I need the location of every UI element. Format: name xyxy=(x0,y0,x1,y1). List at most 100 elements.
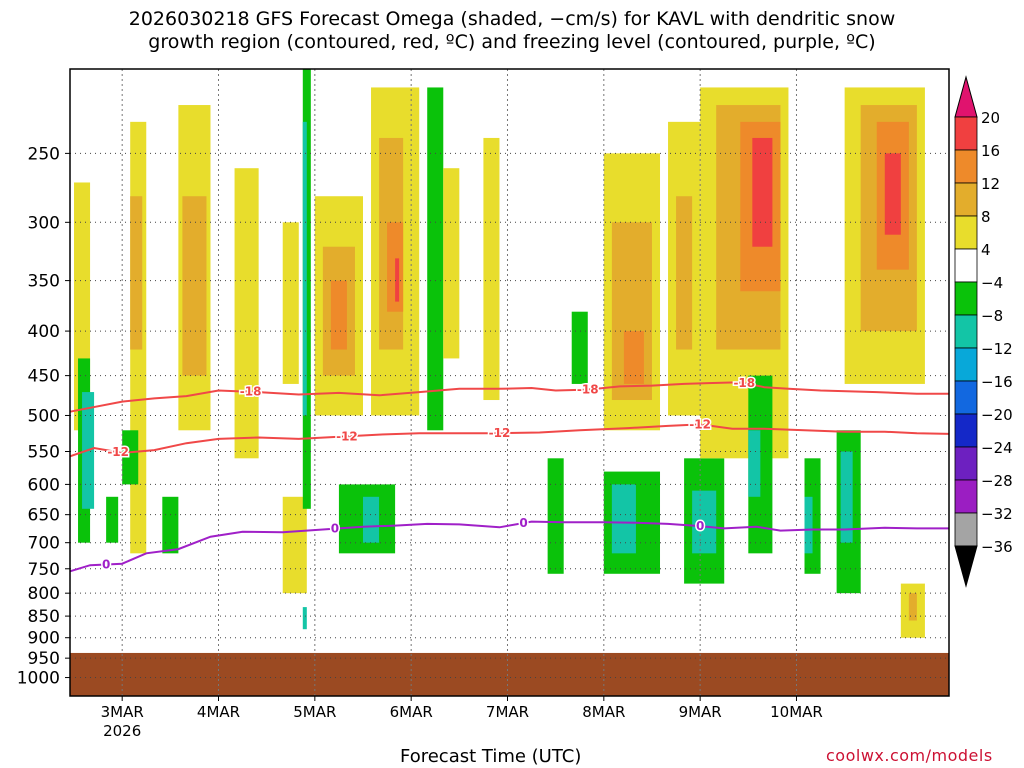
colorbar-label-11: −28 xyxy=(981,472,1013,490)
chart-title-line1: 2026030218 GFS Forecast Omega (shaded, −… xyxy=(128,8,896,30)
x-tick-label-10MAR: 10MAR xyxy=(770,703,823,721)
plot-area xyxy=(70,69,949,696)
omega-cell-10 xyxy=(234,168,259,459)
omega-cell-44 xyxy=(748,430,761,497)
colorbar-label-3: 8 xyxy=(981,208,991,226)
colorbar-top-arrow xyxy=(954,75,978,118)
omega-cell-18 xyxy=(330,280,347,350)
contour-label-0-2: 0 xyxy=(519,516,527,530)
contour-label--18-1: -18 xyxy=(577,383,599,397)
colorbar-label-6: −8 xyxy=(981,307,1003,325)
ground-fill xyxy=(70,652,949,696)
y-tick-label-600: 600 xyxy=(28,475,60,495)
colorbar-box-12 xyxy=(954,479,978,514)
y-tick-label-800: 800 xyxy=(28,584,60,604)
plot-frame xyxy=(69,68,950,697)
colorbar-box-13 xyxy=(954,512,978,547)
x-axis-title: Forecast Time (UTC) xyxy=(400,746,582,767)
omega-cell-21 xyxy=(387,222,404,312)
contour-label--12-2: -12 xyxy=(489,426,511,440)
x-tick-label-5MAR: 5MAR xyxy=(293,703,336,721)
x-tick-label-6MAR: 6MAR xyxy=(390,703,433,721)
colorbar-label-13: −36 xyxy=(981,538,1013,556)
colorbar-box-1 xyxy=(954,116,978,151)
x-tick-label-3MAR: 3MAR xyxy=(101,703,144,721)
colorbar-label-0: 20 xyxy=(981,109,1000,127)
omega-cell-27 xyxy=(483,137,500,401)
colorbar-label-1: 16 xyxy=(981,142,1000,160)
colorbar-label-7: −12 xyxy=(981,340,1013,358)
omega-cell-14 xyxy=(302,121,307,416)
y-tick-label-450: 450 xyxy=(28,367,60,387)
contour-label--12-3: -12 xyxy=(689,417,711,431)
y-tick-label-950: 950 xyxy=(28,649,60,669)
omega-cell-24 xyxy=(363,496,380,543)
y-tick-label-650: 650 xyxy=(28,506,60,526)
contour-line--18 xyxy=(69,381,949,413)
colorbar-box-7 xyxy=(954,314,978,349)
colorbar-box-8 xyxy=(954,347,978,382)
colorbar-box-9 xyxy=(954,380,978,415)
omega-cell-11 xyxy=(282,222,299,384)
colorbar-label-9: −20 xyxy=(981,406,1013,424)
y-tick-label-350: 350 xyxy=(28,272,60,292)
colorbar-label-8: −16 xyxy=(981,373,1013,391)
contour-line-0 xyxy=(69,520,949,573)
chart-title-line2: growth region (contoured, red, ºC) and f… xyxy=(148,31,876,53)
colorbar-box-10 xyxy=(954,413,978,448)
omega-cell-7 xyxy=(182,196,207,376)
colorbar-label-2: 12 xyxy=(981,175,1000,193)
omega-cell-46 xyxy=(804,496,813,554)
omega-cell-26 xyxy=(443,168,460,359)
y-tick-label-700: 700 xyxy=(28,534,60,554)
omega-cell-25 xyxy=(427,87,444,431)
colorbar-bottom-arrow xyxy=(954,545,978,588)
colorbar-box-6 xyxy=(954,281,978,316)
omega-cell-15 xyxy=(302,607,307,630)
omega-cell-36 xyxy=(676,196,693,350)
y-tick-label-550: 550 xyxy=(28,443,60,463)
omega-cell-5 xyxy=(122,430,139,485)
colorbar-label-4: 4 xyxy=(981,241,991,259)
x-tick-label-9MAR: 9MAR xyxy=(679,703,722,721)
x-tick-label-7MAR: 7MAR xyxy=(486,703,529,721)
omega-cell-38 xyxy=(692,490,717,554)
omega-cell-54 xyxy=(908,593,917,621)
y-tick-label-750: 750 xyxy=(28,560,60,580)
colorbar-box-3 xyxy=(954,182,978,217)
contour-label-0-3: 0 xyxy=(696,519,704,533)
omega-cell-32 xyxy=(623,331,644,384)
colorbar-label-12: −32 xyxy=(981,505,1013,523)
colorbar-label-10: −24 xyxy=(981,439,1013,457)
y-tick-label-1000: 1000 xyxy=(17,669,60,689)
omega-cell-50 xyxy=(884,153,901,235)
omega-cell-29 xyxy=(571,311,588,384)
y-tick-label-300: 300 xyxy=(28,213,60,233)
credit-link[interactable]: coolwx.com/models xyxy=(826,746,993,765)
omega-cell-42 xyxy=(752,137,773,247)
omega-cell-4 xyxy=(130,196,143,350)
x-tick-label-4MAR: 4MAR xyxy=(197,703,240,721)
y-tick-label-900: 900 xyxy=(28,629,60,649)
contour-label--12-0: -12 xyxy=(107,445,129,459)
y-tick-label-500: 500 xyxy=(28,406,60,426)
omega-cell-8 xyxy=(162,496,179,554)
contour-label-0-1: 0 xyxy=(331,522,339,536)
contour-label--18-2: -18 xyxy=(733,376,755,390)
contour-line--12 xyxy=(69,423,950,458)
colorbar-label-5: −4 xyxy=(981,274,1003,292)
colorbar-box-11 xyxy=(954,446,978,481)
contour-label--12-1: -12 xyxy=(336,429,358,443)
colorbar-box-2 xyxy=(954,149,978,184)
omega-cell-9 xyxy=(106,496,119,543)
colorbar-box-4 xyxy=(954,215,978,250)
y-tick-label-850: 850 xyxy=(28,607,60,627)
contour-label-0-0: 0 xyxy=(102,557,110,571)
omega-cell-52 xyxy=(840,451,853,543)
x-tick-label-8MAR: 8MAR xyxy=(582,703,625,721)
contour-label--18-0: -18 xyxy=(240,385,262,399)
omega-cell-34 xyxy=(611,484,636,554)
omega-cell-12 xyxy=(282,496,307,594)
omega-cell-22 xyxy=(395,258,400,302)
